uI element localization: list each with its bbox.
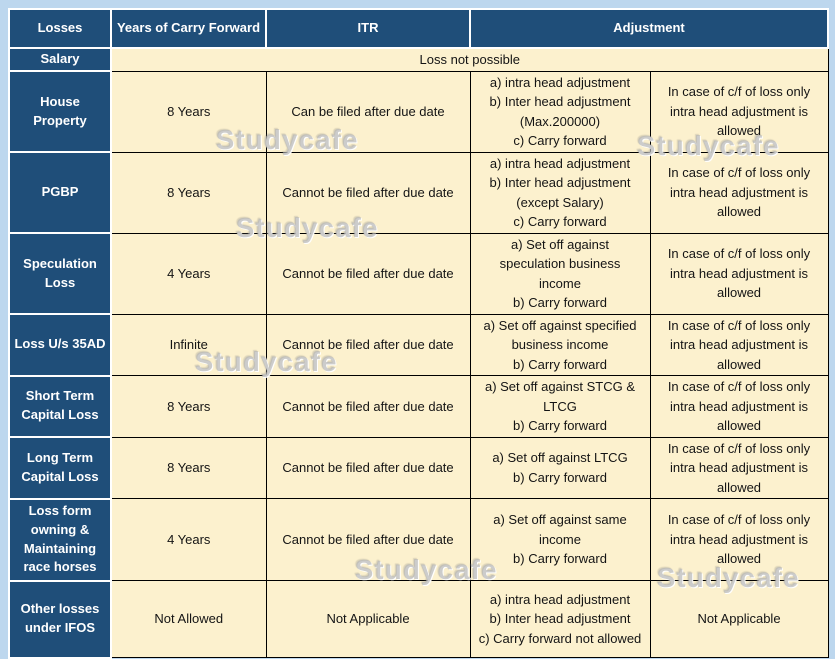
losses-table: Losses Years of Carry Forward ITR Adjust… xyxy=(8,8,829,659)
adjustment-cell: a) Set off against same income b) Carry … xyxy=(469,498,651,581)
itr-cell: Not Applicable xyxy=(265,580,471,658)
table-row-salary: Salary Loss not possible xyxy=(8,47,829,72)
table-row-short-term-capital-loss: Short Term Capital Loss 8 Years Cannot b… xyxy=(8,374,829,438)
years-cell: Not Allowed xyxy=(110,580,267,658)
itr-cell: Cannot be filed after due date xyxy=(265,498,471,581)
adjustment-cell: a) Set off against speculation business … xyxy=(469,232,651,315)
table-row-other-losses-ifos: Other losses under IFOS Not Allowed Not … xyxy=(8,579,829,659)
row-label: House Property xyxy=(8,70,112,153)
row-label: Other losses under IFOS xyxy=(8,579,112,659)
cf-note-cell: In case of c/f of loss only intra head a… xyxy=(649,70,829,153)
adjustment-cell: a) intra head adjustment b) Inter head a… xyxy=(469,70,651,153)
header-itr: ITR xyxy=(265,8,471,49)
adjustment-cell: a) intra head adjustment b) Inter head a… xyxy=(469,151,651,234)
header-row: Losses Years of Carry Forward ITR Adjust… xyxy=(8,8,829,49)
years-cell: 8 Years xyxy=(110,70,267,153)
years-cell: Infinite xyxy=(110,313,267,376)
years-cell: 8 Years xyxy=(110,436,267,499)
itr-cell: Cannot be filed after due date xyxy=(265,313,471,376)
years-cell: 4 Years xyxy=(110,498,267,581)
adjustment-cell: a) Set off against specified business in… xyxy=(469,313,651,376)
header-years-of-carry-forward: Years of Carry Forward xyxy=(110,8,267,49)
years-cell: 8 Years xyxy=(110,375,267,438)
cf-note-cell: In case of c/f of loss only intra head a… xyxy=(649,232,829,315)
cf-note-cell: In case of c/f of loss only intra head a… xyxy=(649,436,829,499)
itr-cell: Cannot be filed after due date xyxy=(265,375,471,438)
row-label: Loss U/s 35AD xyxy=(8,313,112,377)
cf-note-cell: Not Applicable xyxy=(649,580,829,658)
salary-note-cell: Loss not possible xyxy=(110,47,829,72)
adjustment-cell: a) intra head adjustment b) Inter head a… xyxy=(469,580,651,658)
table-row-speculation-loss: Speculation Loss 4 Years Cannot be filed… xyxy=(8,232,829,315)
cf-note-cell: In case of c/f of loss only intra head a… xyxy=(649,313,829,376)
years-cell: 8 Years xyxy=(110,151,267,234)
table-row-house-property: House Property 8 Years Can be filed afte… xyxy=(8,70,829,153)
table-row-pgbp: PGBP 8 Years Cannot be filed after due d… xyxy=(8,151,829,234)
years-cell: 4 Years xyxy=(110,232,267,315)
header-adjustment: Adjustment xyxy=(469,8,829,49)
table-row-loss-us-35ad: Loss U/s 35AD Infinite Cannot be filed a… xyxy=(8,313,829,377)
header-losses: Losses xyxy=(8,8,112,49)
cf-note-cell: In case of c/f of loss only intra head a… xyxy=(649,151,829,234)
table-row-race-horses: Loss form owning & Maintaining race hors… xyxy=(8,497,829,582)
row-label: Loss form owning & Maintaining race hors… xyxy=(8,497,112,582)
cf-note-cell: In case of c/f of loss only intra head a… xyxy=(649,375,829,438)
adjustment-cell: a) Set off against LTCG b) Carry forward xyxy=(469,436,651,499)
row-label: Long Term Capital Loss xyxy=(8,436,112,500)
adjustment-cell: a) Set off against STCG & LTCG b) Carry … xyxy=(469,375,651,438)
row-label-salary: Salary xyxy=(8,47,112,72)
itr-cell: Cannot be filed after due date xyxy=(265,232,471,315)
itr-cell: Can be filed after due date xyxy=(265,70,471,153)
row-label: PGBP xyxy=(8,151,112,234)
itr-cell: Cannot be filed after due date xyxy=(265,436,471,499)
row-label: Short Term Capital Loss xyxy=(8,374,112,438)
table-row-long-term-capital-loss: Long Term Capital Loss 8 Years Cannot be… xyxy=(8,436,829,500)
row-label: Speculation Loss xyxy=(8,232,112,315)
itr-cell: Cannot be filed after due date xyxy=(265,151,471,234)
cf-note-cell: In case of c/f of loss only intra head a… xyxy=(649,498,829,581)
